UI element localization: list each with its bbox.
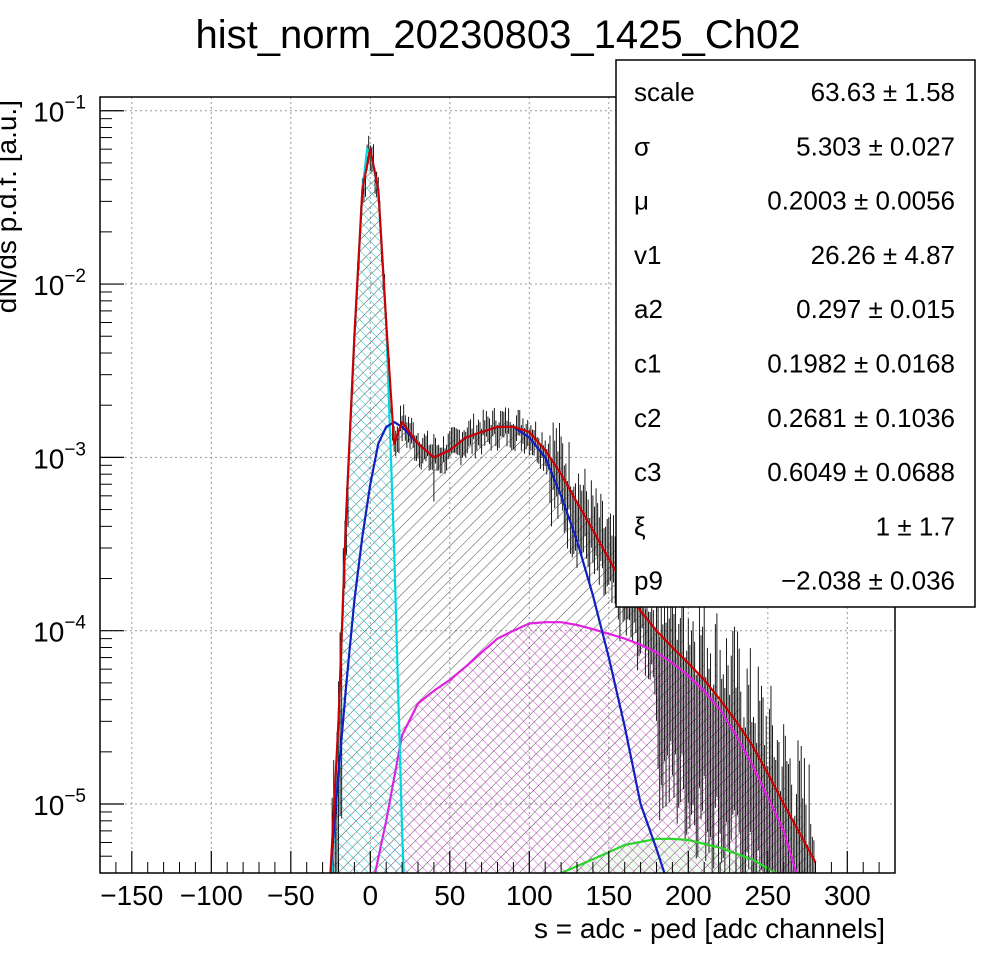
x-tick-label: −150 (100, 880, 163, 911)
stat-name: scale (634, 77, 695, 107)
x-tick-label: 300 (824, 880, 871, 911)
chart-title: hist_norm_20230803_1425_Ch02 (196, 13, 801, 57)
series-line (329, 148, 817, 873)
stat-value: 5.303 ± 0.027 (796, 131, 955, 161)
y-tick-label: 10−5 (33, 786, 86, 821)
y-axis-ticks: 10−1 10−2 10−3 10−4 10−5 (33, 93, 124, 874)
stat-name: p9 (634, 566, 663, 596)
x-tick-label: −50 (267, 880, 315, 911)
x-tick-label: 0 (363, 880, 379, 911)
stat-name: v1 (634, 240, 661, 270)
x-axis-ticks: −150 −100 −50 0 50 100 150 200 250 300 (100, 851, 880, 911)
x-axis-label: s = adc - ped [adc channels] (534, 913, 885, 944)
stat-value: −2.038 ± 0.036 (781, 566, 955, 596)
x-tick-label: −100 (180, 880, 243, 911)
x-tick-label: 50 (434, 880, 465, 911)
series-line (374, 621, 798, 873)
stat-value: 0.297 ± 0.015 (796, 294, 955, 324)
x-tick-label: 200 (665, 880, 712, 911)
y-tick-label: 10−1 (33, 93, 86, 128)
stat-name: c2 (634, 403, 661, 433)
y-tick-label: 10−3 (33, 439, 86, 474)
stat-value: 63.63 ± 1.58 (811, 77, 955, 107)
stat-name: ξ (634, 511, 646, 541)
series-fill (375, 622, 797, 873)
stat-value: 0.2003 ± 0.0056 (767, 186, 955, 216)
stat-value: 26.26 ± 4.87 (811, 240, 955, 270)
fit-stats-box: scale 63.63 ± 1.58 σ 5.303 ± 0.027 μ 0.2003 ±… (615, 59, 976, 608)
stat-value: 0.6049 ± 0.0688 (767, 457, 955, 487)
stat-name: μ (634, 186, 649, 216)
stat-value: 0.1982 ± 0.0168 (767, 349, 955, 379)
stat-name: c1 (634, 349, 661, 379)
stat-name: c3 (634, 457, 661, 487)
y-axis-label: dN/ds p.d.f. [a.u.] (0, 100, 22, 313)
fit-curves (329, 148, 817, 873)
x-tick-label: 250 (744, 880, 791, 911)
stat-value: 0.2681 ± 0.1036 (767, 403, 955, 433)
x-tick-label: 100 (506, 880, 553, 911)
stat-value: 1 ± 1.7 (876, 511, 955, 541)
stat-name: a2 (634, 294, 663, 324)
y-tick-label: 10−2 (33, 266, 86, 301)
x-tick-label: 150 (585, 880, 632, 911)
stat-name: σ (634, 131, 650, 161)
y-tick-label: 10−4 (33, 613, 86, 648)
